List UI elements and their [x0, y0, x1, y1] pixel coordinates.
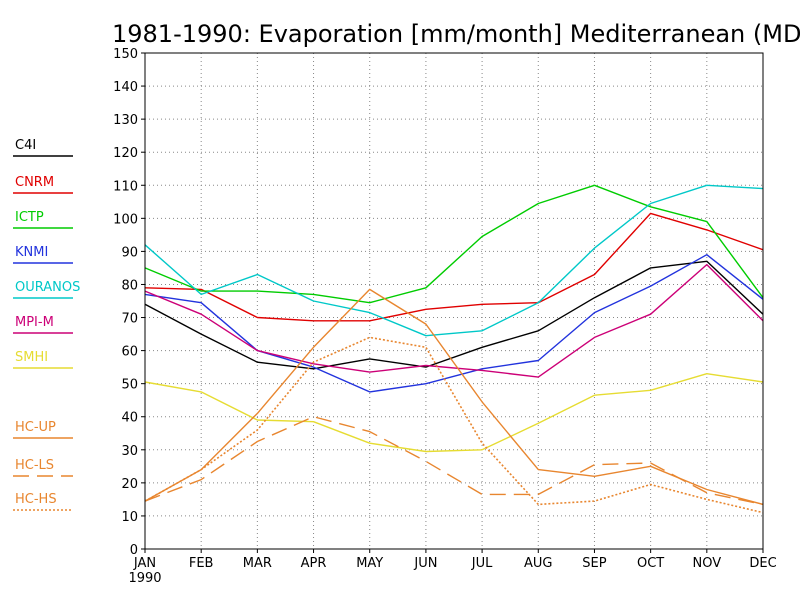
y-tick-label: 40 — [121, 411, 138, 426]
series-line-smhi — [145, 374, 763, 452]
y-tick-label: 130 — [113, 113, 138, 128]
x-year-label: 1990 — [128, 571, 161, 586]
x-tick-label: JUN — [413, 556, 437, 571]
y-tick-label: 30 — [121, 444, 138, 459]
y-tick-label: 110 — [113, 179, 138, 194]
y-tick-label: 150 — [113, 47, 138, 62]
y-tick-label: 20 — [121, 477, 138, 492]
x-tick-label: JAN — [133, 556, 156, 571]
series-line-ouranos — [145, 185, 763, 335]
y-tick-label: 90 — [121, 245, 138, 260]
x-tick-label: DEC — [749, 556, 776, 571]
chart-title: 1981-1990: Evaporation [mm/month] Medite… — [112, 20, 800, 48]
x-tick-label: FEB — [189, 556, 214, 571]
x-tick-label: AUG — [524, 556, 552, 571]
legend: C4I CNRM ICTP KNMI OURANOS MPI-M SMHI HC-UP HC-L… — [13, 138, 80, 510]
legend-label-hc-up: HC-UP — [15, 420, 56, 435]
series-line-c4i — [145, 261, 763, 369]
x-tick-label: NOV — [693, 556, 722, 571]
y-tick-label: 70 — [121, 312, 138, 327]
series-layer — [145, 185, 763, 512]
series-line-hc-ls — [145, 417, 763, 505]
y-tick-label: 10 — [121, 510, 138, 525]
axis-layer: 0102030405060708090100110120130140150JAN… — [113, 47, 776, 586]
series-line-hc-up — [145, 289, 763, 504]
x-tick-label: SEP — [582, 556, 606, 571]
series-line-knmi — [145, 255, 763, 392]
legend-label-c4i: C4I — [15, 138, 36, 153]
y-tick-label: 60 — [121, 345, 138, 360]
legend-label-hc-hs: HC-HS — [15, 492, 57, 507]
series-line-ictp — [145, 185, 763, 302]
y-tick-label: 140 — [113, 80, 138, 95]
legend-label-mpi-m: MPI-M — [15, 315, 54, 330]
x-tick-label: MAY — [356, 556, 383, 571]
y-tick-label: 100 — [113, 212, 138, 227]
legend-label-ouranos: OURANOS — [15, 280, 80, 295]
x-tick-label: APR — [301, 556, 327, 571]
legend-label-cnrm: CNRM — [15, 175, 54, 190]
legend-label-knmi: KNMI — [15, 245, 48, 260]
x-tick-label: JUL — [471, 556, 493, 571]
x-tick-label: MAR — [243, 556, 272, 571]
legend-label-smhi: SMHI — [15, 350, 48, 365]
y-tick-label: 50 — [121, 378, 138, 393]
x-tick-label: OCT — [637, 556, 664, 571]
y-tick-label: 120 — [113, 146, 138, 161]
legend-label-ictp: ICTP — [15, 210, 44, 225]
legend-label-hc-ls: HC-LS — [15, 458, 54, 473]
series-line-cnrm — [145, 213, 763, 320]
y-tick-label: 80 — [121, 278, 138, 293]
